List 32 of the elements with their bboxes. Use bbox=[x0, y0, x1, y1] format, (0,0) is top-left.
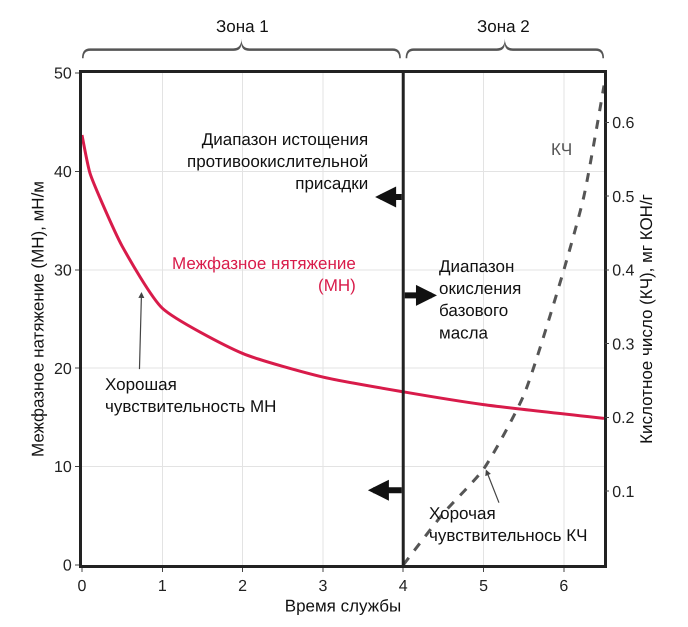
y2-tick-label: 0.1 bbox=[612, 484, 635, 501]
y-tick-label: 10 bbox=[54, 459, 72, 476]
y2-tick-label: 0.6 bbox=[612, 115, 635, 132]
annotation: Хорошая чувствительность МН bbox=[105, 375, 276, 416]
y2-axis-title: Кислотное число (КЧ), мг КОН/г bbox=[636, 194, 656, 444]
text: Зона 1 bbox=[216, 17, 269, 36]
series-label: Межфазное нятяжение (МН) bbox=[172, 254, 356, 296]
annotation: Хорочая чувствительнось КЧ bbox=[429, 504, 588, 546]
line-series bbox=[82, 133, 604, 420]
y-tick-label: 30 bbox=[54, 262, 72, 280]
x-axis-title: Время службы bbox=[284, 596, 402, 616]
y-tick-label: 50 bbox=[54, 66, 72, 83]
x-tick-label: 2 bbox=[238, 578, 248, 596]
x-tick-label: 4 bbox=[398, 578, 408, 596]
text: Зона 2 bbox=[477, 17, 530, 36]
x-tick-label: 5 bbox=[479, 578, 488, 596]
series-label: КЧ bbox=[551, 140, 572, 159]
y-tick-label: 0 bbox=[62, 558, 72, 575]
x-tick-label: 0 bbox=[78, 578, 87, 596]
y2-tick-label: 0.3 bbox=[612, 336, 635, 354]
line-series bbox=[402, 84, 604, 565]
x-tick-label: 1 bbox=[158, 578, 167, 596]
x-tick-label: 6 bbox=[559, 578, 568, 596]
y-tick-label: 40 bbox=[54, 164, 72, 181]
x-tick-label: 3 bbox=[318, 578, 328, 596]
y-tick-label: 20 bbox=[54, 360, 72, 378]
annotation: Диапазон окисления базового масла bbox=[439, 257, 522, 342]
y-axis-title: Межфазное натяжение (МН), мН/м bbox=[28, 181, 48, 457]
y2-tick-label: 0.4 bbox=[612, 262, 635, 280]
y2-tick-label: 0.5 bbox=[612, 188, 635, 206]
y2-tick-label: 0.2 bbox=[612, 410, 635, 428]
annotation: Диапазон истощения противоокислительной присадки bbox=[187, 130, 368, 194]
